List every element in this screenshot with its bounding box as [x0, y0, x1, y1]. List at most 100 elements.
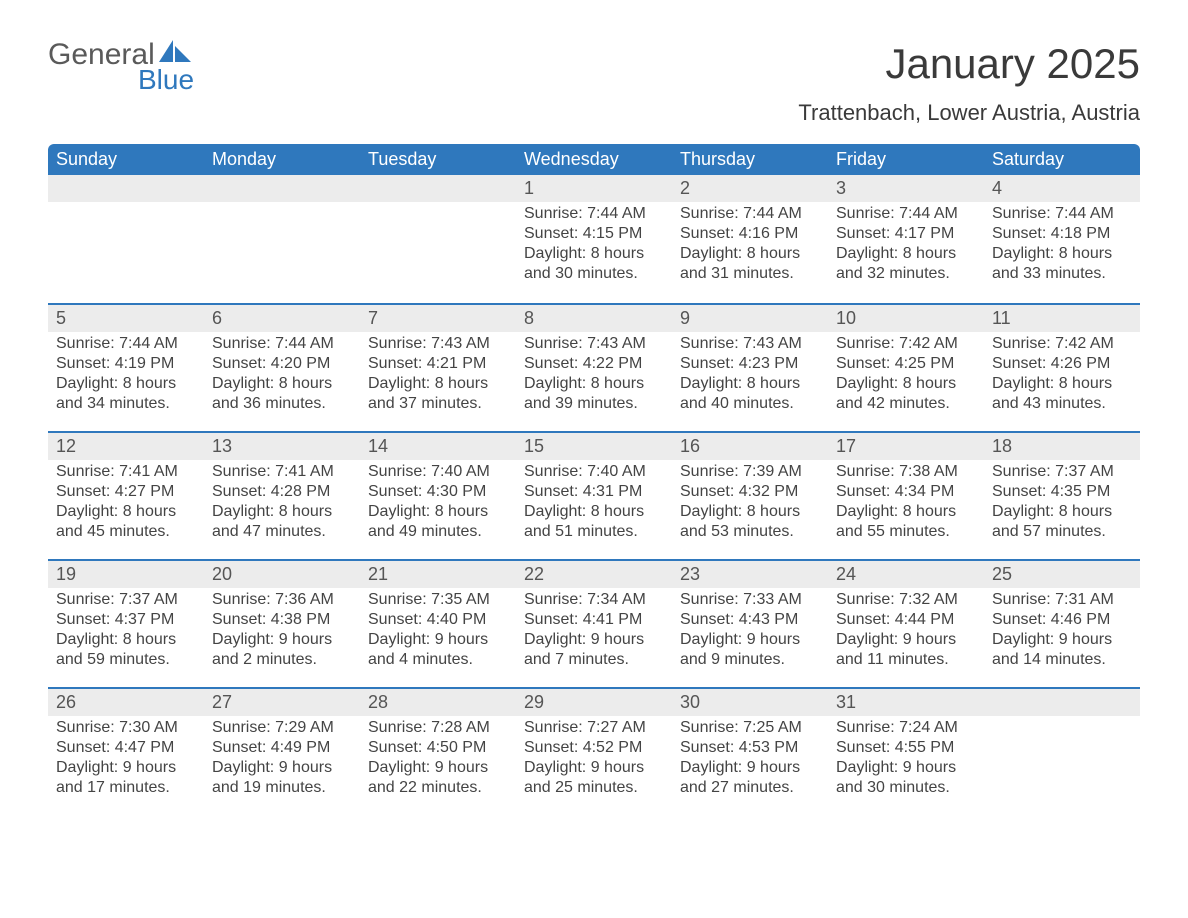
day-number: 26 — [48, 687, 204, 716]
daylight-line: Daylight: 9 hours and 30 minutes. — [836, 758, 976, 798]
day-number — [360, 175, 516, 202]
daylight-line: Daylight: 8 hours and 40 minutes. — [680, 374, 820, 414]
day-number: 21 — [360, 559, 516, 588]
calendar-day-cell: 23Sunrise: 7:33 AMSunset: 4:43 PMDayligh… — [672, 559, 828, 687]
day-details: Sunrise: 7:25 AMSunset: 4:53 PMDaylight:… — [672, 716, 828, 806]
daylight-line: Daylight: 9 hours and 14 minutes. — [992, 630, 1132, 670]
day-details: Sunrise: 7:43 AMSunset: 4:23 PMDaylight:… — [672, 332, 828, 422]
sunset-line: Sunset: 4:16 PM — [680, 224, 820, 244]
calendar-day-cell: 12Sunrise: 7:41 AMSunset: 4:27 PMDayligh… — [48, 431, 204, 559]
day-details: Sunrise: 7:42 AMSunset: 4:25 PMDaylight:… — [828, 332, 984, 422]
sunrise-line: Sunrise: 7:37 AM — [992, 462, 1132, 482]
day-number: 29 — [516, 687, 672, 716]
sunrise-line: Sunrise: 7:40 AM — [524, 462, 664, 482]
day-details: Sunrise: 7:24 AMSunset: 4:55 PMDaylight:… — [828, 716, 984, 806]
sunset-line: Sunset: 4:43 PM — [680, 610, 820, 630]
day-number: 3 — [828, 175, 984, 202]
calendar-day-cell: 16Sunrise: 7:39 AMSunset: 4:32 PMDayligh… — [672, 431, 828, 559]
sunset-line: Sunset: 4:41 PM — [524, 610, 664, 630]
day-number: 2 — [672, 175, 828, 202]
day-details: Sunrise: 7:43 AMSunset: 4:21 PMDaylight:… — [360, 332, 516, 422]
calendar-day-cell: 25Sunrise: 7:31 AMSunset: 4:46 PMDayligh… — [984, 559, 1140, 687]
day-number — [48, 175, 204, 202]
sunset-line: Sunset: 4:53 PM — [680, 738, 820, 758]
daylight-line: Daylight: 9 hours and 2 minutes. — [212, 630, 352, 670]
day-number: 13 — [204, 431, 360, 460]
weekday-header: Monday — [204, 144, 360, 175]
daylight-line: Daylight: 9 hours and 17 minutes. — [56, 758, 196, 798]
day-number: 9 — [672, 303, 828, 332]
day-details: Sunrise: 7:44 AMSunset: 4:16 PMDaylight:… — [672, 202, 828, 292]
calendar-day-cell — [204, 175, 360, 303]
calendar-day-cell: 11Sunrise: 7:42 AMSunset: 4:26 PMDayligh… — [984, 303, 1140, 431]
weekday-header: Wednesday — [516, 144, 672, 175]
calendar-day-cell: 13Sunrise: 7:41 AMSunset: 4:28 PMDayligh… — [204, 431, 360, 559]
day-details: Sunrise: 7:34 AMSunset: 4:41 PMDaylight:… — [516, 588, 672, 678]
sunset-line: Sunset: 4:35 PM — [992, 482, 1132, 502]
sunset-line: Sunset: 4:52 PM — [524, 738, 664, 758]
daylight-line: Daylight: 8 hours and 34 minutes. — [56, 374, 196, 414]
sunrise-line: Sunrise: 7:40 AM — [368, 462, 508, 482]
sunset-line: Sunset: 4:18 PM — [992, 224, 1132, 244]
sunset-line: Sunset: 4:28 PM — [212, 482, 352, 502]
day-number: 25 — [984, 559, 1140, 588]
sunrise-line: Sunrise: 7:37 AM — [56, 590, 196, 610]
sunset-line: Sunset: 4:46 PM — [992, 610, 1132, 630]
day-number: 22 — [516, 559, 672, 588]
day-number: 12 — [48, 431, 204, 460]
sunset-line: Sunset: 4:27 PM — [56, 482, 196, 502]
weekday-header: Tuesday — [360, 144, 516, 175]
day-number: 30 — [672, 687, 828, 716]
sunrise-line: Sunrise: 7:44 AM — [524, 204, 664, 224]
daylight-line: Daylight: 8 hours and 32 minutes. — [836, 244, 976, 284]
sunrise-line: Sunrise: 7:43 AM — [524, 334, 664, 354]
sunrise-line: Sunrise: 7:32 AM — [836, 590, 976, 610]
day-details: Sunrise: 7:30 AMSunset: 4:47 PMDaylight:… — [48, 716, 204, 806]
daylight-line: Daylight: 8 hours and 36 minutes. — [212, 374, 352, 414]
weekday-header: Sunday — [48, 144, 204, 175]
daylight-line: Daylight: 9 hours and 19 minutes. — [212, 758, 352, 798]
day-number: 15 — [516, 431, 672, 460]
calendar-day-cell: 5Sunrise: 7:44 AMSunset: 4:19 PMDaylight… — [48, 303, 204, 431]
calendar-week-row: 26Sunrise: 7:30 AMSunset: 4:47 PMDayligh… — [48, 687, 1140, 815]
calendar-week-row: 19Sunrise: 7:37 AMSunset: 4:37 PMDayligh… — [48, 559, 1140, 687]
day-number — [984, 687, 1140, 716]
calendar-day-cell: 6Sunrise: 7:44 AMSunset: 4:20 PMDaylight… — [204, 303, 360, 431]
day-number: 1 — [516, 175, 672, 202]
sunset-line: Sunset: 4:47 PM — [56, 738, 196, 758]
sunrise-line: Sunrise: 7:39 AM — [680, 462, 820, 482]
sunset-line: Sunset: 4:21 PM — [368, 354, 508, 374]
day-number: 23 — [672, 559, 828, 588]
daylight-line: Daylight: 8 hours and 59 minutes. — [56, 630, 196, 670]
day-details: Sunrise: 7:39 AMSunset: 4:32 PMDaylight:… — [672, 460, 828, 550]
logo: General Blue — [48, 40, 194, 94]
page-header: General Blue January 2025 Trattenbach, L… — [48, 40, 1140, 136]
calendar-day-cell: 15Sunrise: 7:40 AMSunset: 4:31 PMDayligh… — [516, 431, 672, 559]
daylight-line: Daylight: 9 hours and 11 minutes. — [836, 630, 976, 670]
sunset-line: Sunset: 4:50 PM — [368, 738, 508, 758]
sunrise-line: Sunrise: 7:31 AM — [992, 590, 1132, 610]
day-details: Sunrise: 7:36 AMSunset: 4:38 PMDaylight:… — [204, 588, 360, 678]
day-number: 18 — [984, 431, 1140, 460]
calendar-day-cell: 21Sunrise: 7:35 AMSunset: 4:40 PMDayligh… — [360, 559, 516, 687]
sunrise-line: Sunrise: 7:24 AM — [836, 718, 976, 738]
day-details: Sunrise: 7:37 AMSunset: 4:37 PMDaylight:… — [48, 588, 204, 678]
day-details: Sunrise: 7:44 AMSunset: 4:18 PMDaylight:… — [984, 202, 1140, 292]
weekday-header: Thursday — [672, 144, 828, 175]
day-number: 31 — [828, 687, 984, 716]
calendar-day-cell: 28Sunrise: 7:28 AMSunset: 4:50 PMDayligh… — [360, 687, 516, 815]
day-number: 11 — [984, 303, 1140, 332]
calendar-day-cell: 17Sunrise: 7:38 AMSunset: 4:34 PMDayligh… — [828, 431, 984, 559]
sunrise-line: Sunrise: 7:29 AM — [212, 718, 352, 738]
sunrise-line: Sunrise: 7:34 AM — [524, 590, 664, 610]
day-details: Sunrise: 7:37 AMSunset: 4:35 PMDaylight:… — [984, 460, 1140, 550]
day-details: Sunrise: 7:40 AMSunset: 4:31 PMDaylight:… — [516, 460, 672, 550]
calendar-day-cell: 27Sunrise: 7:29 AMSunset: 4:49 PMDayligh… — [204, 687, 360, 815]
sunrise-line: Sunrise: 7:25 AM — [680, 718, 820, 738]
day-details: Sunrise: 7:40 AMSunset: 4:30 PMDaylight:… — [360, 460, 516, 550]
calendar-table: Sunday Monday Tuesday Wednesday Thursday… — [48, 144, 1140, 815]
sunrise-line: Sunrise: 7:44 AM — [680, 204, 820, 224]
day-details: Sunrise: 7:44 AMSunset: 4:20 PMDaylight:… — [204, 332, 360, 422]
day-number: 5 — [48, 303, 204, 332]
calendar-day-cell: 1Sunrise: 7:44 AMSunset: 4:15 PMDaylight… — [516, 175, 672, 303]
